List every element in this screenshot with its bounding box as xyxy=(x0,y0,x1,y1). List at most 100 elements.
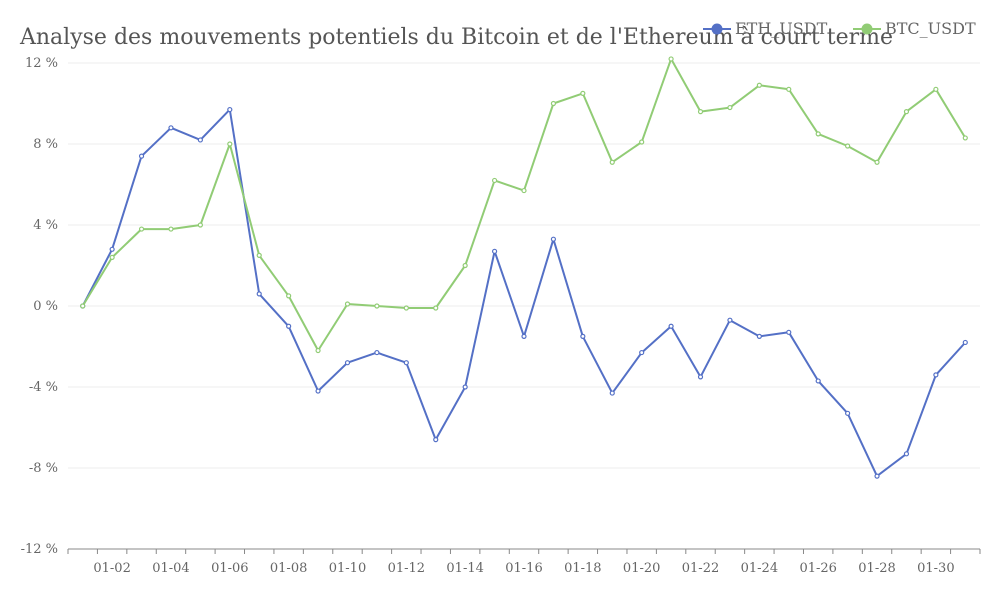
x-tick-label: 01-22 xyxy=(682,561,719,576)
data-point-btc-usdt[interactable] xyxy=(315,347,321,354)
data-point-btc-usdt[interactable] xyxy=(286,293,292,299)
x-tick-label: 01-16 xyxy=(505,561,542,576)
y-tick-label: -12 % xyxy=(21,542,58,557)
legend[interactable]: ETH_USDT BTC_USDT xyxy=(703,19,976,38)
data-point-eth-usdt[interactable] xyxy=(256,291,262,297)
x-tick-label: 01-14 xyxy=(446,561,483,576)
legend-marker-icon xyxy=(861,23,873,35)
y-axis-ticks: -12 % -8 % -4 % 0 % 4 % 8 % 12 % xyxy=(21,56,58,557)
data-point-btc-usdt[interactable] xyxy=(80,303,86,309)
data-point-btc-usdt[interactable] xyxy=(815,131,821,137)
data-point-btc-usdt[interactable] xyxy=(138,226,145,232)
x-axis: 01-02 01-04 01-06 01-08 01-10 01-12 01-14 01-16… xyxy=(67,548,981,576)
legend-item-eth-usdt[interactable]: ETH_USDT xyxy=(703,19,828,38)
data-point-eth-usdt[interactable] xyxy=(962,339,968,346)
data-point-btc-usdt[interactable] xyxy=(374,303,380,309)
x-tick-label: 01-02 xyxy=(93,561,130,576)
data-point-eth-usdt[interactable] xyxy=(845,410,851,416)
data-point-eth-usdt[interactable] xyxy=(786,329,792,335)
x-tick-label: 01-20 xyxy=(623,561,660,576)
data-point-eth-usdt[interactable] xyxy=(433,437,439,443)
series-line-eth-usdt xyxy=(81,108,967,478)
y-tick-label: 12 % xyxy=(25,56,58,71)
series-eth-usdt xyxy=(80,106,968,479)
grid xyxy=(68,62,980,469)
data-point-btc-usdt[interactable] xyxy=(756,82,762,88)
series-layer xyxy=(80,56,968,479)
data-point-btc-usdt[interactable] xyxy=(874,159,880,165)
data-point-eth-usdt[interactable] xyxy=(727,317,733,323)
y-tick-label: -4 % xyxy=(29,380,58,395)
data-point-eth-usdt[interactable] xyxy=(286,323,292,329)
data-point-eth-usdt[interactable] xyxy=(315,388,321,394)
data-point-eth-usdt[interactable] xyxy=(815,378,821,384)
data-point-btc-usdt[interactable] xyxy=(668,56,674,62)
data-point-eth-usdt[interactable] xyxy=(609,390,615,396)
data-point-btc-usdt[interactable] xyxy=(639,139,645,145)
x-tick-label: 01-12 xyxy=(388,561,425,576)
y-tick-label: 8 % xyxy=(33,137,58,152)
x-tick-label: 01-04 xyxy=(152,561,189,576)
x-tick-label: 01-10 xyxy=(329,561,366,576)
data-point-eth-usdt[interactable] xyxy=(197,137,203,143)
data-point-eth-usdt[interactable] xyxy=(933,372,939,378)
data-point-btc-usdt[interactable] xyxy=(462,262,468,269)
data-point-btc-usdt[interactable] xyxy=(903,108,910,115)
y-tick-label: 4 % xyxy=(33,218,58,233)
data-point-btc-usdt[interactable] xyxy=(727,104,733,111)
data-point-btc-usdt[interactable] xyxy=(256,252,262,258)
data-point-btc-usdt[interactable] xyxy=(433,305,439,311)
data-point-btc-usdt[interactable] xyxy=(845,143,851,149)
data-point-eth-usdt[interactable] xyxy=(109,246,115,252)
x-tick-label: 01-08 xyxy=(270,561,307,576)
data-point-btc-usdt[interactable] xyxy=(550,100,557,107)
data-point-eth-usdt[interactable] xyxy=(550,236,557,242)
data-point-btc-usdt[interactable] xyxy=(491,177,498,184)
data-point-btc-usdt[interactable] xyxy=(521,187,527,194)
data-point-btc-usdt[interactable] xyxy=(168,226,174,232)
data-point-eth-usdt[interactable] xyxy=(903,451,910,457)
data-point-eth-usdt[interactable] xyxy=(403,360,409,366)
x-tick-label: 01-06 xyxy=(211,561,248,576)
data-point-eth-usdt[interactable] xyxy=(462,384,468,390)
data-point-btc-usdt[interactable] xyxy=(227,141,233,147)
data-point-eth-usdt[interactable] xyxy=(756,333,762,339)
data-point-eth-usdt[interactable] xyxy=(168,125,174,131)
series-btc-usdt xyxy=(80,56,968,354)
data-point-eth-usdt[interactable] xyxy=(521,333,527,339)
data-point-eth-usdt[interactable] xyxy=(697,374,704,380)
data-point-eth-usdt[interactable] xyxy=(138,153,145,159)
x-tick-label: 01-18 xyxy=(564,561,601,576)
x-tick-label: 01-30 xyxy=(917,561,954,576)
x-tick-label: 01-28 xyxy=(858,561,895,576)
data-point-eth-usdt[interactable] xyxy=(374,349,380,356)
data-point-eth-usdt[interactable] xyxy=(874,473,880,479)
data-point-eth-usdt[interactable] xyxy=(491,248,498,254)
legend-item-btc-usdt[interactable]: BTC_USDT xyxy=(853,19,976,38)
data-point-eth-usdt[interactable] xyxy=(580,333,586,339)
series-line-btc-usdt xyxy=(81,57,967,352)
data-point-eth-usdt[interactable] xyxy=(227,106,233,113)
data-point-eth-usdt[interactable] xyxy=(344,360,351,366)
y-tick-label: -8 % xyxy=(29,461,58,476)
data-point-btc-usdt[interactable] xyxy=(962,135,968,141)
legend-label: ETH_USDT xyxy=(735,19,828,38)
data-point-btc-usdt[interactable] xyxy=(580,90,586,96)
data-point-btc-usdt[interactable] xyxy=(697,108,704,115)
data-point-btc-usdt[interactable] xyxy=(933,86,939,92)
data-point-btc-usdt[interactable] xyxy=(344,301,351,307)
data-point-eth-usdt[interactable] xyxy=(668,323,674,329)
legend-label: BTC_USDT xyxy=(885,19,976,38)
data-point-btc-usdt[interactable] xyxy=(403,305,409,311)
data-point-btc-usdt[interactable] xyxy=(786,86,792,92)
data-point-btc-usdt[interactable] xyxy=(197,222,203,228)
x-tick-label: 01-26 xyxy=(799,561,836,576)
data-point-eth-usdt[interactable] xyxy=(639,349,645,356)
data-point-btc-usdt[interactable] xyxy=(609,159,615,165)
y-tick-label: 0 % xyxy=(33,299,58,314)
data-point-btc-usdt[interactable] xyxy=(109,254,115,260)
x-tick-label: 01-24 xyxy=(741,561,778,576)
legend-marker-icon xyxy=(711,23,723,35)
chart-title: Analyse des mouvements potentiels du Bit… xyxy=(19,25,893,50)
